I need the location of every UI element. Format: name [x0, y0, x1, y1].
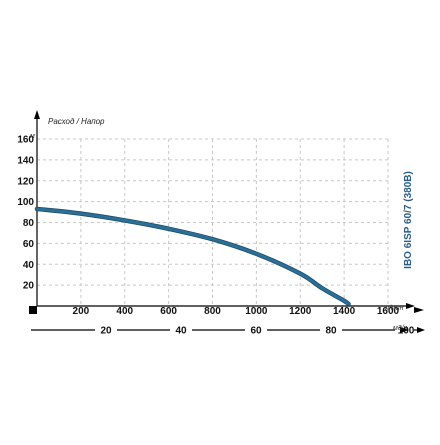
y-axis-label: Расход / Напор: [48, 117, 105, 126]
y-axis-arrow: [34, 110, 40, 119]
x-tick-label: 1400: [333, 306, 356, 317]
x-axis-unit: л/мин: [384, 305, 404, 312]
y-tick-label: 20: [23, 281, 35, 292]
y-tick-label: 140: [17, 155, 34, 166]
origin-marker: [29, 306, 37, 314]
x-unit-arrow: [414, 307, 424, 313]
grid: [37, 138, 389, 306]
x2-axis-unit: м3/ч: [393, 325, 408, 332]
x2-tick-label: 20: [100, 326, 112, 337]
x-axis-arrow: [406, 303, 415, 309]
y-tick-label: 120: [17, 176, 34, 187]
x2-tick-label: 60: [250, 326, 262, 337]
performance-curve: [35, 207, 351, 306]
labels: Расход / Напор м л/мин м3/ч IBO 6ISP 60/…: [30, 117, 414, 332]
x2-tick-label: 100: [398, 326, 415, 337]
x2-axis-arrow: [400, 327, 409, 333]
x-tick-label: 800: [204, 306, 221, 317]
x-tick-label: 1600: [377, 306, 400, 317]
chart-title: IBO 6ISP 60/7 (380B): [403, 171, 414, 269]
x2-unit-arrow: [417, 327, 425, 333]
x-tick-label: 200: [73, 306, 90, 317]
axes: 160 140 120 100 80 60 40 20 200 400 600 800 1000 1200…: [17, 110, 425, 337]
y-axis-unit: м: [30, 133, 35, 140]
x-tick-label: 600: [160, 306, 177, 317]
series: [34, 206, 351, 307]
y-tick-label: 100: [17, 197, 34, 208]
y-tick-label: 160: [17, 135, 34, 146]
y-tick-label: 80: [23, 218, 35, 229]
y-tick-label: 40: [23, 260, 35, 271]
y-tick-label: 60: [23, 239, 35, 250]
x-tick-label: 1000: [245, 306, 268, 317]
x2-tick-label: 80: [325, 326, 337, 337]
x-tick-label: 1200: [289, 306, 312, 317]
performance-curve-shadow: [34, 206, 351, 307]
x-tick-label: 400: [116, 306, 133, 317]
x2-tick-label: 40: [175, 326, 187, 337]
